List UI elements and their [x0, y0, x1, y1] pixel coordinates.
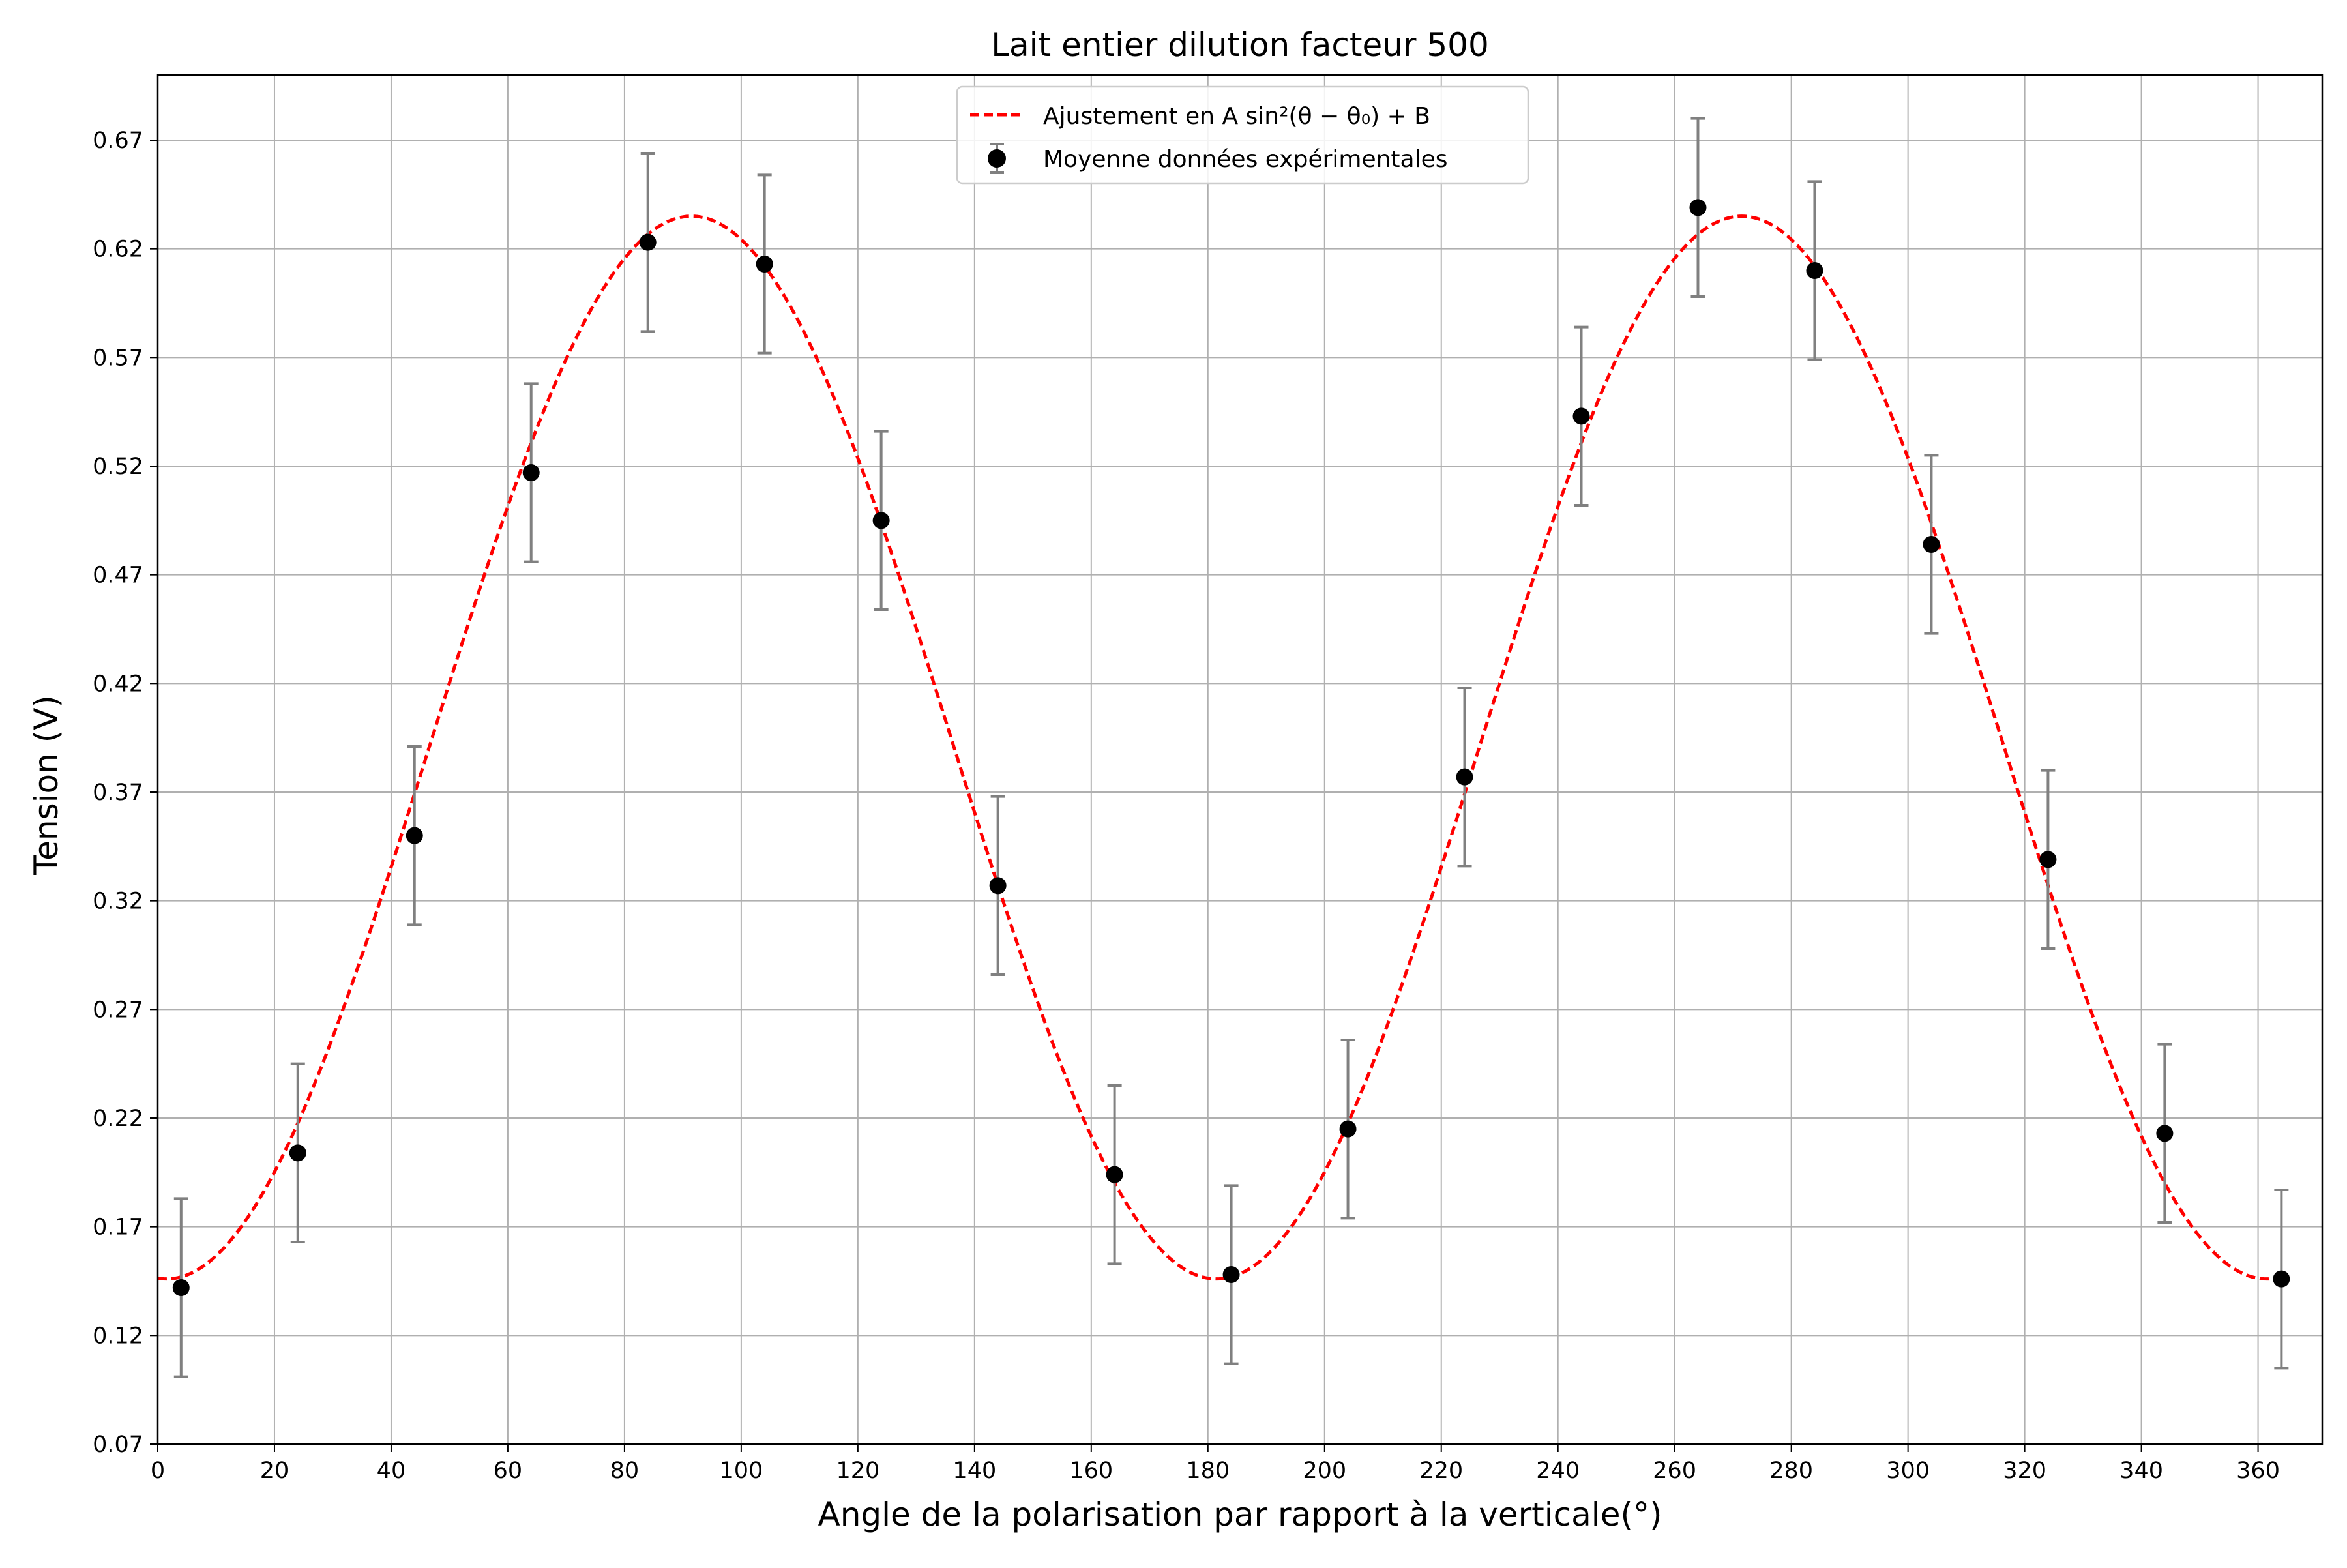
data-point [989, 877, 1007, 895]
y-tick-label: 0.22 [93, 1106, 143, 1132]
x-tick-label: 240 [1536, 1458, 1580, 1484]
y-tick-label: 0.67 [93, 128, 143, 154]
y-tick-label: 0.47 [93, 563, 143, 589]
data-point [639, 233, 657, 251]
plot-frame [156, 74, 2324, 1445]
y-tick-label: 0.57 [93, 345, 143, 371]
y-axis-label: Tension (V) [27, 695, 65, 876]
x-tick-label: 340 [2119, 1458, 2163, 1484]
data-point [1689, 199, 1707, 216]
data-point [2156, 1125, 2174, 1142]
y-tick-label: 0.27 [93, 997, 143, 1023]
y-tick-labels: 0.07 0.12 0.17 0.22 0.27 0.32 0.37 0.42 0.47 0.52… [93, 128, 143, 1458]
x-tick-label: 200 [1303, 1458, 1346, 1484]
y-tick-label: 0.07 [93, 1432, 143, 1458]
x-tick-label: 320 [2003, 1458, 2046, 1484]
y-tick-label: 0.52 [93, 454, 143, 480]
data-point [1456, 768, 1473, 786]
x-tick-label: 360 [2236, 1458, 2280, 1484]
x-tick-labels: 0 20 40 60 80 100 120 140 160 180 200 220 240 260 280 3… [151, 1458, 2280, 1484]
x-tick-label: 180 [1186, 1458, 1230, 1484]
data-point [406, 827, 423, 844]
data-point [756, 256, 773, 273]
y-tick-label: 0.62 [93, 237, 143, 263]
grid [157, 75, 2322, 1445]
legend-fit-label-text: Ajustement en A sin²(θ − θ₀) + B [1043, 103, 1430, 130]
data-point-layer [172, 199, 2290, 1296]
data-point [522, 464, 540, 481]
data-point [1222, 1266, 1240, 1283]
tick-layer [150, 140, 2259, 1452]
x-tick-label: 280 [1769, 1458, 1813, 1484]
x-tick-label: 300 [1886, 1458, 1930, 1484]
x-tick-label: 220 [1419, 1458, 1463, 1484]
legend-fit-label: Ajustement en A sin²(θ − θ₀) + B [1043, 103, 1430, 130]
x-tick-label: 0 [151, 1458, 165, 1484]
x-tick-label: 120 [836, 1458, 879, 1484]
data-point [1923, 536, 1940, 553]
legend: Ajustement en A sin²(θ − θ₀) + B Moyenne… [956, 85, 1529, 185]
legend-box [956, 85, 1529, 185]
data-point [872, 512, 890, 529]
x-tick-label: 20 [260, 1458, 289, 1484]
x-tick-label: 60 [494, 1458, 523, 1484]
data-point [1106, 1166, 1123, 1183]
data-point [1806, 262, 1823, 279]
y-tick-label: 0.12 [93, 1323, 143, 1349]
data-point [289, 1144, 306, 1162]
data-point [2039, 851, 2057, 868]
y-tick-label: 0.37 [93, 780, 143, 806]
x-tick-label: 160 [1069, 1458, 1113, 1484]
legend-points-label: Moyenne données expérimentales [1043, 146, 1448, 173]
y-tick-label: 0.42 [93, 671, 143, 697]
x-tick-label: 100 [719, 1458, 763, 1484]
fit-curve-layer [157, 214, 2282, 1281]
chart-title: Lait entier dilution facteur 500 [991, 26, 1489, 64]
x-tick-label: 80 [610, 1458, 640, 1484]
y-tick-label: 0.32 [93, 889, 143, 915]
x-tick-label: 140 [952, 1458, 996, 1484]
data-point [1572, 407, 1590, 425]
fit-curve-line [157, 214, 2282, 1281]
data-point [172, 1279, 190, 1296]
x-tick-label: 260 [1653, 1458, 1696, 1484]
legend-point-swatch [988, 149, 1006, 168]
x-tick-label: 40 [377, 1458, 406, 1484]
data-point [2273, 1270, 2290, 1288]
y-tick-label: 0.17 [93, 1215, 143, 1241]
x-axis-label: Angle de la polarisation par rapport à l… [818, 1496, 1662, 1533]
data-point [1339, 1120, 1357, 1138]
